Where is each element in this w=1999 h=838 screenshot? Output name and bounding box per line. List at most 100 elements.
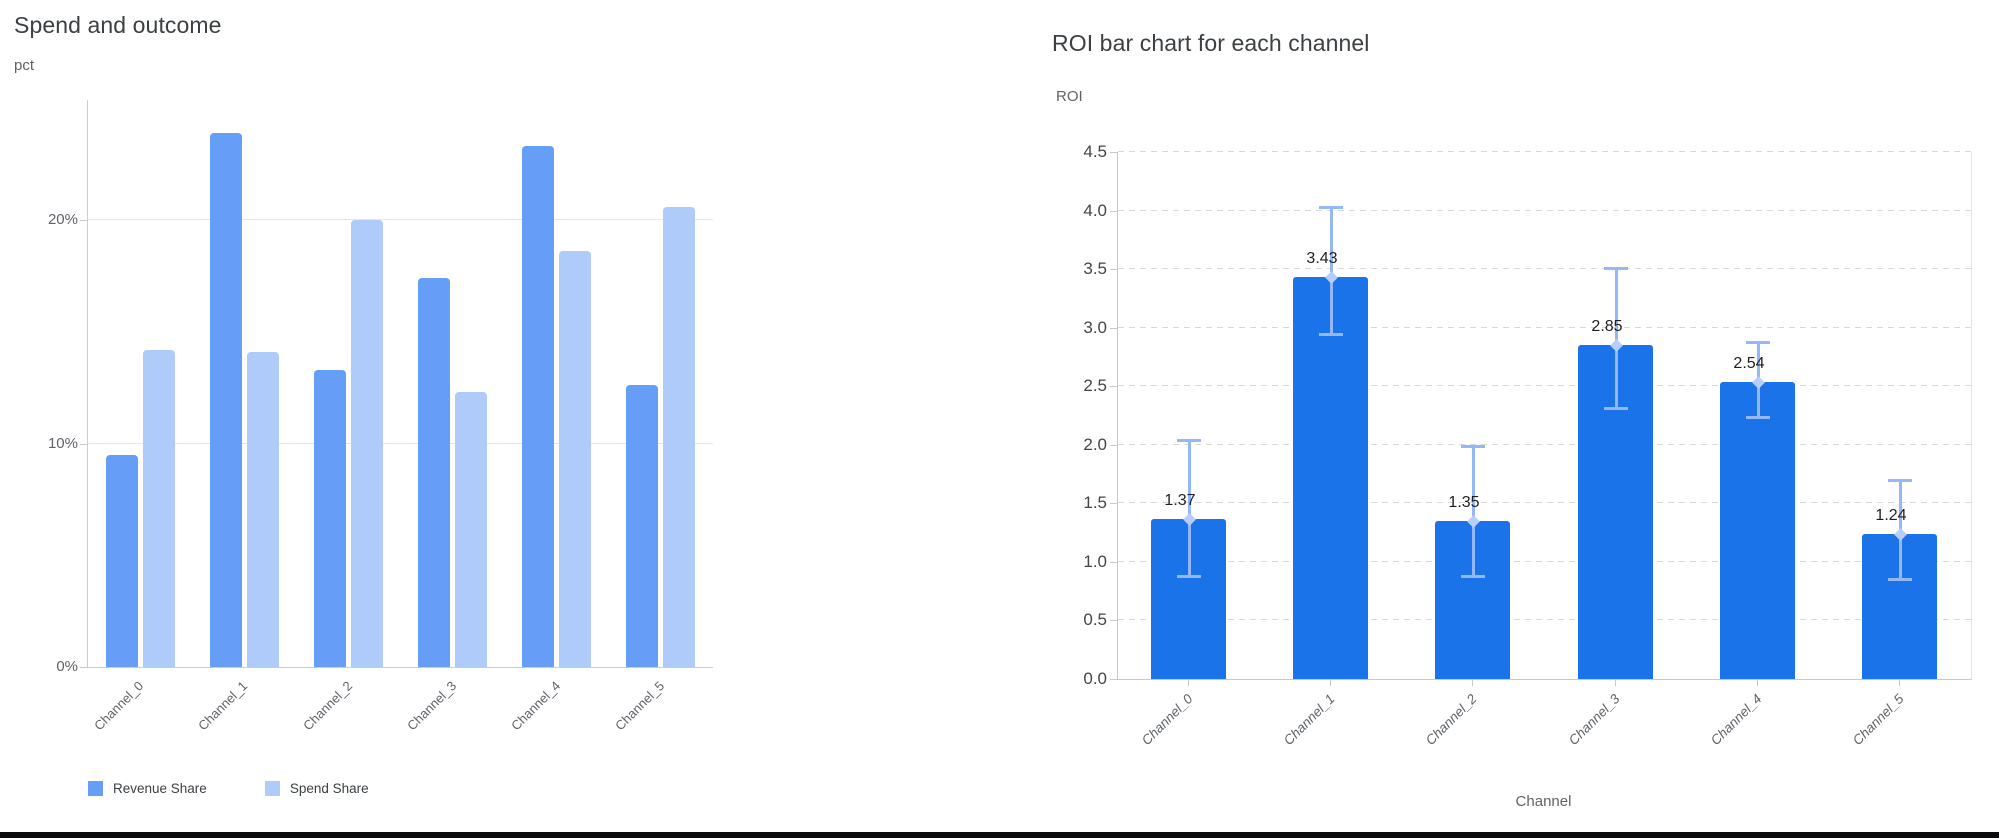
gridline-3.0 (1118, 326, 1971, 328)
gridline-20 (88, 219, 713, 220)
x-tick-label: Channel_1 (1280, 691, 1338, 748)
y-tick-label: 4.0 (1083, 200, 1107, 220)
error-bar-cap-bottom (1319, 332, 1343, 336)
error-bar-cap-bottom (1746, 415, 1770, 419)
x-tick-label: Channel_4 (507, 678, 564, 734)
chart-title: ROI bar chart for each channel (1052, 30, 1370, 56)
spend-and-outcome-chart: Spend and outcome pct 0% 10% 20% Channel_0 C… (0, 0, 760, 838)
x-tick-mark (1472, 680, 1473, 686)
bar-value-label: 1.24 (1875, 507, 1907, 524)
x-tick-mark (1330, 680, 1331, 686)
error-bar-line-channel_0 (1188, 440, 1191, 576)
bar-roi-channel_1[interactable] (1293, 277, 1368, 679)
y-tick-label: 3.5 (1083, 259, 1107, 279)
gridline-4.5 (1118, 151, 1971, 152)
bar-spend-share-channel_3[interactable] (455, 392, 487, 667)
bottom-divider (0, 832, 1999, 838)
x-tick-label: Channel_2 (299, 678, 355, 734)
error-bar-cap-top (1461, 444, 1485, 448)
y-tick-label: 3.0 (1083, 317, 1107, 337)
y-tick-label: 2.5 (1083, 376, 1107, 396)
y-tick-mark (80, 220, 87, 221)
y-tick-mark (1110, 152, 1117, 153)
y-axis-unit-label: ROI (1056, 88, 1083, 105)
roi-bar-chart: ROI bar chart for each channel ROI 1.37 3… (1050, 0, 1999, 838)
error-bar-cap-top (1888, 478, 1912, 482)
plot-area (87, 100, 713, 668)
revenue-share-swatch (88, 781, 103, 796)
legend-item-spend-share[interactable]: Spend Share (264, 781, 369, 796)
x-axis-title: Channel (1515, 793, 1572, 810)
x-tick-label: Channel_4 (1707, 691, 1765, 748)
error-bar-cap-bottom (1461, 574, 1485, 578)
error-bar-cap-bottom (1604, 407, 1628, 411)
x-tick-label: Channel_3 (1565, 691, 1623, 748)
y-tick-label: 0.5 (1083, 610, 1107, 630)
y-tick-mark (1110, 503, 1117, 505)
y-tick-mark (1110, 679, 1117, 680)
y-tick-mark (1110, 561, 1117, 563)
gridline-0.5 (1118, 619, 1971, 621)
legend-item-revenue-share[interactable]: Revenue Share (88, 781, 207, 796)
gridline-1.5 (1118, 502, 1971, 504)
y-tick-mark (1110, 620, 1117, 622)
legend: Revenue Share Spend Share (88, 781, 369, 796)
error-bar-line-channel_1 (1330, 207, 1333, 334)
gridline-2.5 (1118, 385, 1971, 387)
error-bar-cap-top (1319, 206, 1343, 210)
bar-revenue-share-channel_4[interactable] (522, 146, 554, 667)
x-tick-label: Channel_5 (1849, 691, 1907, 748)
y-tick-mark (1110, 210, 1117, 212)
y-tick-label: 1.0 (1083, 551, 1107, 571)
error-bar-cap-top (1177, 439, 1201, 443)
x-tick-label: Channel_0 (91, 678, 147, 734)
gridline-1.0 (1118, 560, 1971, 562)
bar-spend-share-channel_0[interactable] (143, 350, 175, 667)
bar-spend-share-channel_2[interactable] (351, 220, 383, 667)
bar-spend-share-channel_5[interactable] (663, 207, 695, 667)
bar-spend-share-channel_4[interactable] (559, 251, 591, 667)
error-bar-cap-top (1746, 340, 1770, 344)
x-tick-mark (1188, 680, 1189, 686)
bar-roi-channel_4[interactable] (1720, 382, 1795, 679)
x-tick-label: Channel_1 (195, 678, 251, 734)
bar-revenue-share-channel_0[interactable] (106, 455, 138, 667)
gridline-3.5 (1118, 268, 1971, 270)
x-tick-mark (1615, 680, 1616, 686)
plot-area: 1.37 3.43 1.35 2.85 2.54 1.24 (1117, 151, 1972, 680)
chart-title: Spend and outcome (14, 12, 222, 38)
error-bar-line-channel_2 (1472, 445, 1475, 576)
y-tick-label: 20% (47, 211, 78, 228)
bar-value-label: 2.85 (1591, 318, 1623, 335)
x-tick-label: Channel_0 (1138, 691, 1196, 748)
gridline-4.0 (1118, 209, 1971, 211)
x-tick-label: Channel_2 (1422, 691, 1480, 748)
spend-share-swatch (264, 781, 280, 796)
y-tick-label: 0% (56, 658, 78, 675)
bar-revenue-share-channel_1[interactable] (210, 133, 242, 667)
bar-spend-share-channel_1[interactable] (247, 352, 279, 667)
x-tick-label: Channel_5 (612, 678, 668, 734)
y-tick-label: 10% (47, 434, 78, 452)
bar-revenue-share-channel_2[interactable] (314, 370, 346, 667)
bar-revenue-share-channel_3[interactable] (418, 278, 450, 667)
error-bar-cap-bottom (1177, 574, 1201, 578)
error-bar-line-channel_3 (1615, 267, 1618, 409)
error-bar-cap-bottom (1888, 578, 1912, 582)
bar-revenue-share-channel_5[interactable] (626, 385, 658, 667)
y-tick-label: 4.5 (1083, 142, 1107, 161)
y-tick-label: 2.0 (1083, 434, 1107, 454)
y-tick-mark (1110, 444, 1117, 446)
y-tick-mark (80, 443, 87, 445)
bar-value-label: 1.37 (1164, 492, 1196, 509)
error-bar-cap-top (1604, 266, 1628, 270)
y-tick-mark (80, 667, 87, 668)
x-tick-mark (1757, 680, 1758, 686)
bar-value-label: 2.54 (1733, 355, 1765, 372)
y-tick-mark (1110, 327, 1117, 329)
bar-value-label: 1.35 (1448, 494, 1480, 511)
gridline-2.0 (1118, 443, 1971, 445)
x-tick-label: Channel_3 (403, 678, 459, 734)
legend-label-spend-share: Spend Share (289, 781, 369, 796)
y-tick-label: 0.0 (1083, 669, 1107, 688)
